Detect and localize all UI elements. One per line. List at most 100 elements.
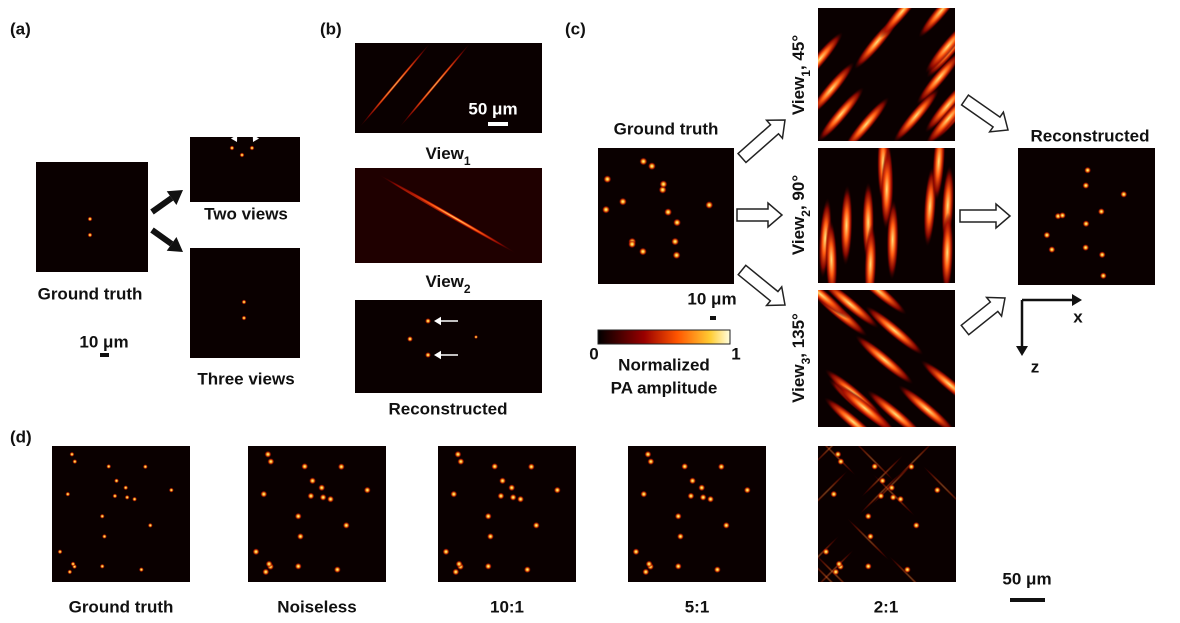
image-background — [818, 446, 956, 582]
arrow-shaft — [150, 195, 174, 215]
point-source — [553, 486, 561, 494]
point-source — [642, 568, 650, 576]
panel-label: (c) — [565, 19, 586, 38]
streak — [840, 185, 853, 266]
point-source — [124, 494, 130, 500]
streak — [843, 97, 890, 141]
arrow-head — [1016, 346, 1028, 356]
image-panel — [1018, 148, 1155, 285]
streak — [824, 397, 883, 427]
point-source — [425, 318, 431, 324]
point-source — [743, 486, 751, 494]
streak — [818, 290, 850, 320]
view-label: View1, 45° — [789, 35, 813, 115]
image-panel — [355, 43, 542, 133]
panels — [36, 8, 1155, 602]
point-source — [877, 492, 885, 500]
point-source — [698, 484, 706, 492]
image-background — [438, 446, 576, 582]
point-source — [866, 532, 874, 540]
point-source — [1082, 244, 1090, 252]
streak — [864, 224, 877, 283]
point-source — [835, 560, 843, 568]
process-arrow — [737, 264, 786, 307]
image-panel — [355, 300, 542, 393]
view-name: View — [789, 216, 808, 255]
image-background — [52, 446, 190, 582]
caption: Reconstructed — [388, 399, 507, 418]
arrow-head — [1072, 294, 1082, 306]
point-source — [933, 486, 941, 494]
point-source — [491, 462, 499, 470]
streak — [879, 8, 926, 39]
streak — [941, 212, 954, 283]
point-source — [722, 521, 730, 529]
subscript: 1 — [464, 154, 471, 168]
colorbar — [597, 329, 731, 345]
point-source — [1058, 211, 1066, 219]
image-background — [598, 148, 734, 284]
point-source — [664, 208, 673, 217]
view-label: View3, 135° — [789, 313, 813, 403]
view-angle: , 45° — [789, 35, 808, 70]
point-source — [318, 484, 326, 492]
point-source — [101, 533, 107, 539]
streak — [916, 50, 955, 105]
point-source — [707, 495, 715, 503]
scale-label: 10 μm — [687, 289, 736, 308]
image-panel — [598, 148, 734, 284]
point-source — [834, 450, 842, 458]
streak — [860, 455, 904, 498]
image-panel — [628, 446, 766, 582]
point-source — [644, 450, 652, 458]
streak — [818, 32, 843, 87]
streak — [818, 470, 849, 513]
point-source — [647, 162, 656, 171]
point-source — [676, 532, 684, 540]
streak — [925, 91, 955, 141]
point-source — [142, 464, 148, 470]
point-source — [114, 478, 120, 484]
streak — [918, 8, 955, 38]
point-source — [294, 512, 302, 520]
caption: Two views — [204, 204, 288, 223]
point-source — [674, 512, 682, 520]
point-source — [319, 493, 327, 501]
point-source — [106, 463, 112, 469]
image-panel — [818, 446, 956, 582]
streak — [825, 219, 838, 283]
point-source — [1082, 220, 1090, 228]
streak — [922, 465, 956, 509]
image-background — [36, 162, 148, 272]
caption: View2 — [425, 272, 470, 296]
point-source — [871, 462, 879, 470]
point-source — [509, 493, 517, 501]
caption: Noiseless — [277, 597, 356, 616]
subscript: 3 — [799, 357, 813, 364]
point-source — [455, 560, 463, 568]
point-source — [484, 562, 492, 570]
point-source — [673, 218, 682, 227]
point-source — [897, 495, 905, 503]
point-source — [425, 352, 431, 358]
streak — [818, 446, 853, 468]
point-source — [262, 568, 270, 576]
point-source — [717, 463, 725, 471]
point-source — [602, 205, 611, 214]
point-source — [1084, 166, 1092, 174]
view-name: View — [789, 364, 808, 403]
point-source — [832, 568, 840, 576]
point-source — [99, 513, 105, 519]
point-source — [1099, 272, 1107, 280]
caption: 10:1 — [490, 597, 524, 616]
view-angle: , 135° — [789, 313, 808, 358]
point-source — [57, 549, 63, 555]
panel-label: (a) — [10, 19, 31, 38]
axis-label: z — [1031, 357, 1040, 376]
point-source — [265, 560, 273, 568]
point-source — [342, 521, 350, 529]
colorbar-min: 0 — [589, 344, 598, 363]
subscript: 1 — [799, 70, 813, 77]
panel-label: (d) — [10, 427, 32, 446]
